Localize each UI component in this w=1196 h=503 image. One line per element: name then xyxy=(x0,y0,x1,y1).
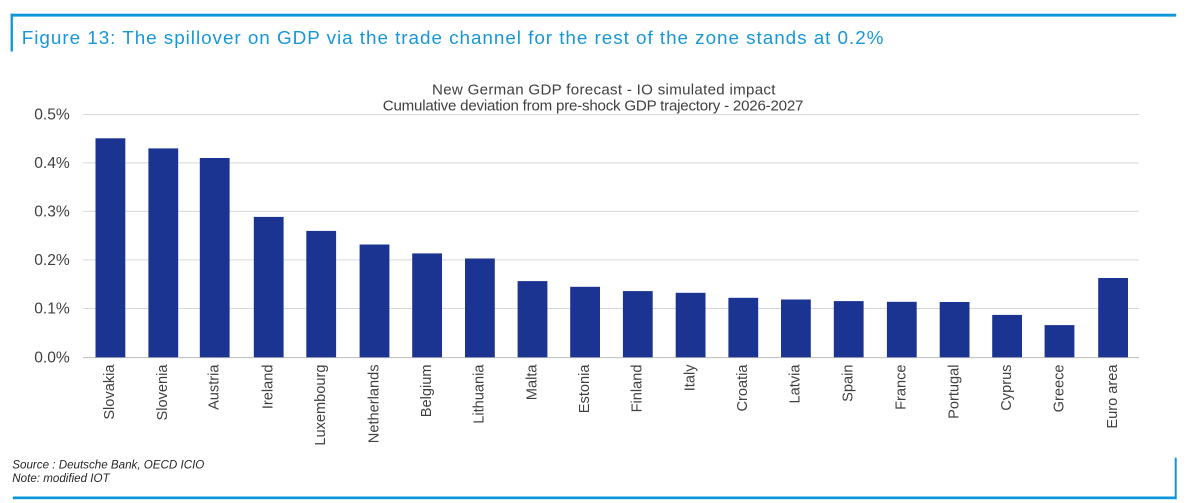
svg-text:Spain: Spain xyxy=(841,365,857,402)
svg-text:Source : Deutsche Bank, OECD I: Source : Deutsche Bank, OECD ICIO xyxy=(12,459,204,472)
svg-text:France: France xyxy=(894,365,910,410)
svg-text:Greece: Greece xyxy=(1051,365,1067,413)
svg-text:Cumulative deviation from pre-: Cumulative deviation from pre-shock GDP … xyxy=(383,97,803,114)
svg-text:Note: modified IOT: Note: modified IOT xyxy=(12,472,110,485)
svg-text:Malta: Malta xyxy=(524,364,540,401)
svg-text:0.5%: 0.5% xyxy=(34,106,70,123)
svg-text:0.0%: 0.0% xyxy=(34,349,70,366)
svg-text:Cyprus: Cyprus xyxy=(999,365,1015,411)
svg-text:Luxembourg: Luxembourg xyxy=(313,365,329,446)
svg-text:Croatia: Croatia xyxy=(735,364,751,412)
svg-text:Estonia: Estonia xyxy=(577,364,593,414)
svg-text:0.3%: 0.3% xyxy=(34,204,70,221)
svg-text:Slovenia: Slovenia xyxy=(155,364,171,421)
svg-text:Ireland: Ireland xyxy=(261,365,277,410)
svg-text:Finland: Finland xyxy=(630,365,646,413)
svg-text:Figure 13: The spillover on GD: Figure 13: The spillover on GDP via the … xyxy=(22,28,885,49)
svg-text:Euro area: Euro area xyxy=(1105,364,1121,429)
svg-text:Italy: Italy xyxy=(682,364,698,391)
svg-text:Portugal: Portugal xyxy=(946,365,962,419)
svg-text:New German GDP forecast - IO s: New German GDP forecast - IO simulated i… xyxy=(432,81,776,98)
svg-text:Austria: Austria xyxy=(207,364,223,410)
svg-text:0.2%: 0.2% xyxy=(34,252,70,269)
svg-text:0.1%: 0.1% xyxy=(34,301,70,318)
svg-text:Belgium: Belgium xyxy=(419,365,435,418)
svg-text:Netherlands: Netherlands xyxy=(366,365,382,444)
svg-text:0.4%: 0.4% xyxy=(34,155,70,172)
svg-text:Slovakia: Slovakia xyxy=(102,364,118,420)
svg-text:Latvia: Latvia xyxy=(788,364,804,404)
svg-text:Lithuania: Lithuania xyxy=(472,364,488,424)
